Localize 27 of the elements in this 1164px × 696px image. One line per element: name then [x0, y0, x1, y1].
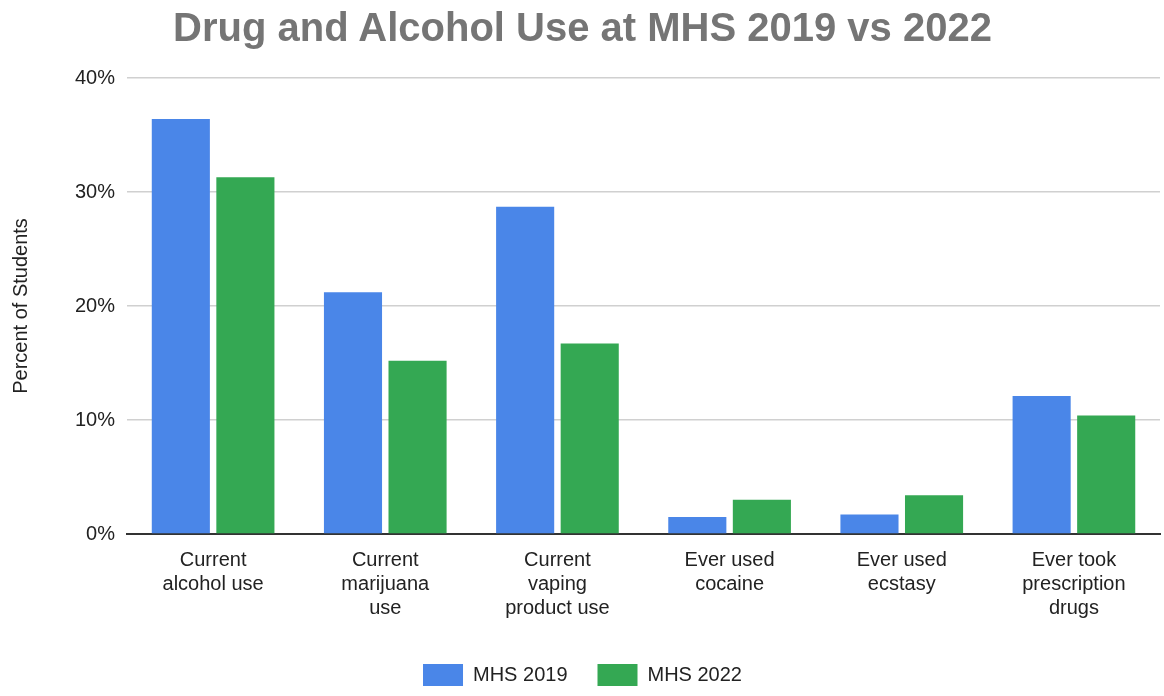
bar	[904, 495, 964, 534]
chart-title: Drug and Alcohol Use at MHS 2019 vs 2022	[173, 5, 992, 50]
legend-label: MHS 2019	[473, 662, 568, 685]
bar	[560, 343, 619, 534]
x-tick-label: Current vaping product use	[505, 547, 610, 618]
bar	[732, 499, 791, 534]
bar	[323, 292, 383, 534]
bar	[1077, 415, 1136, 534]
bar	[668, 516, 727, 534]
y-tick-label: 40%	[75, 65, 116, 88]
y-axis-title: Percent of Students	[8, 218, 31, 394]
y-tick-label: 0%	[86, 521, 116, 544]
y-tick-label: 20%	[75, 293, 116, 316]
bar	[1012, 396, 1071, 534]
x-tick-label: Ever used cocaine	[684, 547, 775, 594]
bar	[151, 119, 210, 534]
bar	[388, 360, 447, 534]
x-tick-label: Current marijuana use	[341, 547, 431, 618]
legend-label: MHS 2022	[647, 662, 742, 685]
bar	[216, 177, 275, 534]
x-tick-label: Ever used ecstasy	[856, 547, 947, 594]
bar	[840, 514, 899, 534]
bar	[496, 206, 555, 534]
y-tick-label: 10%	[75, 407, 116, 430]
x-tick-label: Ever took prescription drugs	[1022, 547, 1126, 618]
x-tick-label: Current alcohol use	[162, 547, 264, 594]
y-tick-label: 30%	[75, 179, 116, 202]
